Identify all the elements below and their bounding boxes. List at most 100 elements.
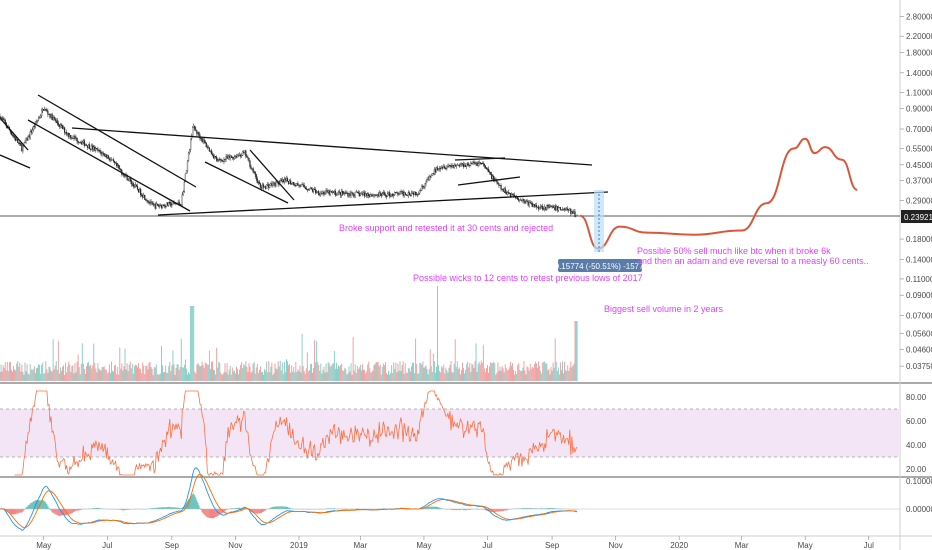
- macd-histogram-bar: [438, 507, 439, 509]
- trendline-wedge-lower[interactable]: [204, 161, 289, 204]
- macd-histogram-bar: [158, 507, 160, 509]
- volume-bar: [168, 366, 170, 381]
- candle-body: [152, 203, 154, 206]
- time-tick-label: Mar: [735, 541, 749, 550]
- trendline-triangle-bottom[interactable]: [157, 191, 609, 216]
- trendline-left-upper[interactable]: [0, 117, 29, 151]
- volume-bar: [144, 374, 146, 381]
- macd-histogram-bar: [482, 509, 484, 510]
- candle-body: [58, 124, 60, 127]
- candle-body: [274, 182, 276, 187]
- volume-bar: [197, 362, 199, 381]
- volume-bar: [473, 368, 475, 381]
- candle-body: [282, 179, 284, 183]
- candle-body: [316, 192, 318, 194]
- volume-bar: [304, 373, 306, 381]
- volume-bar: [209, 369, 211, 381]
- trendline-wedge-upper[interactable]: [249, 149, 295, 201]
- macd-histogram-bar: [549, 507, 551, 509]
- volume-bar: [398, 370, 400, 381]
- candle-body: [506, 192, 508, 195]
- volume-bar: [386, 372, 387, 381]
- volume-bar: [422, 361, 424, 381]
- candle-body: [466, 163, 468, 167]
- volume-bar: [361, 370, 362, 381]
- candle-body: [511, 194, 514, 195]
- macd-histogram-bar: [96, 507, 98, 509]
- candle-body: [167, 202, 169, 206]
- candle-body: [116, 163, 118, 167]
- candle-body: [122, 174, 124, 175]
- volume-bar: [230, 374, 232, 381]
- candle-body: [404, 192, 406, 195]
- volume-bar: [315, 362, 317, 381]
- candle-body: [337, 191, 340, 194]
- annotation-support[interactable]: Broke support and retested it at 30 cent…: [339, 223, 553, 233]
- volume-bars: [0, 286, 578, 381]
- trendlines[interactable]: [0, 94, 609, 216]
- candle-body: [60, 124, 63, 126]
- trendline-channel-upper[interactable]: [37, 94, 197, 188]
- volume-bar: [228, 369, 230, 381]
- macd-histogram-bar: [41, 500, 43, 509]
- volume-bar: [462, 362, 463, 381]
- volume-bar: [192, 306, 194, 381]
- candle-body: [279, 180, 281, 183]
- macd-histogram-bar: [17, 509, 19, 514]
- macd-histogram-bar: [492, 509, 494, 513]
- candle-body: [166, 202, 168, 207]
- volume-bar: [242, 368, 244, 381]
- volume-bar: [325, 363, 327, 381]
- trendline-channel-lower[interactable]: [27, 119, 191, 212]
- annotation-sell-1[interactable]: Possible 50% sell much like btc when it …: [637, 246, 831, 256]
- volume-bar: [395, 362, 397, 381]
- macd-histogram-bar: [276, 506, 278, 509]
- volume-bar: [199, 366, 201, 381]
- macd-histogram-bar: [209, 509, 211, 519]
- measure-tool[interactable]: -0.15774 (-50.51%) -15774: [552, 190, 649, 272]
- volume-bar: [46, 369, 48, 381]
- candle-body: [476, 162, 478, 166]
- price-panel[interactable]: [0, 0, 900, 383]
- volume-bar: [448, 367, 450, 381]
- macd-histogram-bar: [327, 508, 329, 509]
- volume-bar: [483, 368, 485, 381]
- candle-body: [505, 192, 507, 195]
- volume-bar: [84, 374, 86, 381]
- annotation-volume[interactable]: Biggest sell volume in 2 years: [604, 304, 724, 314]
- trendline-flag-lower[interactable]: [457, 176, 521, 186]
- macd-histogram-bar: [165, 507, 167, 509]
- trendline-triangle-top[interactable]: [71, 127, 593, 166]
- annotation-sell-2[interactable]: and then an adam and eve reversal to a m…: [637, 256, 869, 266]
- volume-bar: [61, 371, 62, 381]
- volume-bar: [157, 374, 159, 381]
- candle-body: [147, 200, 149, 203]
- volume-bar: [7, 371, 9, 381]
- volume-bar: [569, 367, 571, 381]
- candle-body: [159, 204, 162, 207]
- trendline-flag-upper[interactable]: [454, 157, 506, 161]
- candle-body: [482, 163, 484, 165]
- volume-bar: [576, 321, 578, 381]
- annotations[interactable]: Broke support and retested it at 30 cent…: [339, 223, 869, 314]
- candle-body: [119, 167, 121, 170]
- projection-path[interactable]: [579, 137, 858, 250]
- macd-histogram-bar: [432, 506, 434, 509]
- volume-bar: [370, 372, 372, 381]
- time-axis[interactable]: May Jul Sep Nov 2019 Mar May Jul Sep Nov 2020 Mar Ma…: [36, 536, 874, 550]
- annotation-wicks[interactable]: Possible wicks to 12 cents to retest pre…: [413, 273, 643, 283]
- candle-body: [522, 199, 524, 201]
- macd-histogram-bar: [79, 509, 81, 511]
- candle-body: [83, 140, 85, 146]
- volume-bar: [62, 366, 63, 381]
- candle-body: [563, 208, 566, 211]
- candle-body: [402, 191, 404, 196]
- volume-bar: [274, 363, 276, 381]
- trendline-left-lower[interactable]: [0, 154, 31, 169]
- macd-histogram-bar: [167, 507, 169, 509]
- candle-body: [325, 190, 327, 194]
- macd-histogram-bar: [494, 509, 496, 513]
